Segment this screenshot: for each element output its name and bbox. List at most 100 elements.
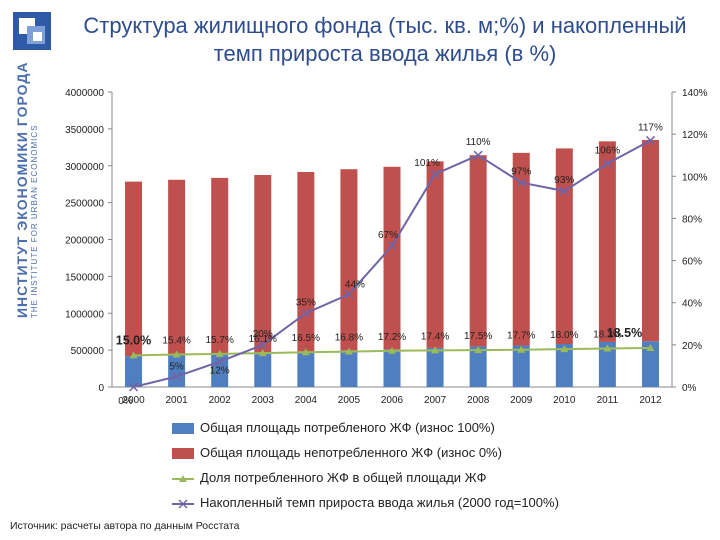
marker-growth-stroke xyxy=(258,340,268,350)
marker-share xyxy=(646,344,655,352)
marker-growth-stroke xyxy=(215,357,225,367)
legend-key-notworn xyxy=(172,448,194,459)
y-tick-label-right: 120% xyxy=(682,130,708,141)
x-tick-label: 2006 xyxy=(381,395,404,406)
chart-area: 0 500000 1000000 1500000 2000000 2500000 30000… xyxy=(65,88,708,407)
bar-notworn xyxy=(555,148,573,345)
bar-notworn xyxy=(512,152,530,346)
x-tick-label: 2005 xyxy=(338,395,361,406)
bar-notworn xyxy=(598,141,616,342)
legend-key-worn xyxy=(172,423,194,434)
marker-growth xyxy=(172,371,182,381)
bar-notworn xyxy=(383,166,401,350)
y-tick-label-right: 0% xyxy=(682,383,697,394)
legend-item-notworn: Общая площадь непотребленного ЖФ (износ … xyxy=(172,443,559,468)
marker-growth xyxy=(516,178,526,188)
bar-worn xyxy=(340,350,358,387)
marker-share xyxy=(258,349,267,357)
data-label-share: 18.3% xyxy=(593,329,621,340)
marker-share xyxy=(129,351,138,359)
data-label-growth: 5% xyxy=(169,361,184,372)
bar-worn xyxy=(254,353,272,387)
y-tick-label-left: 500000 xyxy=(71,346,105,357)
data-label-share: 17.2% xyxy=(378,332,406,343)
bar-worn xyxy=(125,356,143,387)
chart-legend: Общая площадь потребленого ЖФ (износ 100… xyxy=(172,418,559,518)
bar-notworn xyxy=(125,181,143,357)
bar-worn xyxy=(297,351,315,387)
y-tick-label-left: 3000000 xyxy=(65,162,104,173)
data-label-growth: 101% xyxy=(414,158,440,169)
data-label-growth: 97% xyxy=(511,167,531,178)
data-label-share: 15.0% xyxy=(116,333,151,347)
marker-growth xyxy=(387,241,397,251)
x-tick-label: 2007 xyxy=(424,395,447,406)
bar-worn xyxy=(641,341,659,387)
bar-worn xyxy=(383,349,401,387)
x-tick-label: 2012 xyxy=(639,395,662,406)
x-tick-label: 2010 xyxy=(553,395,576,406)
source-note: Источник: расчеты автора по данным Росст… xyxy=(10,520,240,532)
x-tick-label: 2000 xyxy=(122,395,145,406)
institute-logo xyxy=(13,12,51,50)
y-tick-label-right: 40% xyxy=(682,299,702,310)
y-tick-label-left: 1500000 xyxy=(65,272,104,283)
marker-growth-stroke xyxy=(516,178,526,188)
marker-share xyxy=(388,346,396,354)
chart-title: Структура жилищного фонда (тыс. кв. м;%)… xyxy=(83,13,687,66)
bar-worn xyxy=(555,344,573,387)
bar-worn xyxy=(168,355,186,387)
legend-label-share: Доля потребленного ЖФ в общей площади ЖФ xyxy=(200,470,487,485)
marker-growth-stroke xyxy=(172,371,182,381)
data-label-growth: 93% xyxy=(554,175,574,186)
bar-worn xyxy=(469,346,487,387)
bar-notworn xyxy=(297,171,315,352)
marker-share xyxy=(474,346,483,354)
marker-growth xyxy=(258,340,268,350)
marker-share xyxy=(301,348,310,356)
marker-share xyxy=(560,345,569,353)
y-tick-label-left: 3500000 xyxy=(65,125,104,136)
y-tick-label-left: 1000000 xyxy=(65,309,104,320)
legend-label-worn: Общая площадь потребленого ЖФ (износ 100… xyxy=(200,420,495,435)
data-label-growth: 117% xyxy=(638,122,663,133)
legend-item-worn: Общая площадь потребленого ЖФ (износ 100… xyxy=(172,418,559,443)
bar-notworn xyxy=(254,174,272,354)
data-label-share: 16.5% xyxy=(292,333,320,344)
legend-label-notworn: Общая площадь непотребленного ЖФ (износ … xyxy=(200,445,502,460)
legend-key-share-marker xyxy=(179,475,187,482)
bar-notworn xyxy=(340,169,358,351)
marker-growth xyxy=(301,308,311,318)
data-label-share: 17.4% xyxy=(421,331,449,342)
y-tick-label-left: 0 xyxy=(98,383,104,394)
x-tick-label: 2001 xyxy=(165,395,188,406)
y-tick-label-right: 140% xyxy=(682,88,708,99)
marker-growth xyxy=(559,186,569,196)
data-label-growth: 44% xyxy=(345,279,365,290)
data-label-growth: 110% xyxy=(466,137,491,148)
data-label-share: 16.1% xyxy=(249,334,277,345)
marker-growth xyxy=(344,289,354,299)
marker-share xyxy=(517,345,526,353)
data-label-growth: 35% xyxy=(296,297,316,308)
y-tick-label-right: 60% xyxy=(682,257,702,268)
data-label-growth: 67% xyxy=(378,230,398,241)
marker-growth-stroke xyxy=(602,159,612,169)
marker-growth-stroke xyxy=(129,382,139,392)
marker-growth-stroke xyxy=(645,135,655,145)
legend-key-growth xyxy=(172,499,194,509)
marker-growth xyxy=(215,357,225,367)
bar-worn xyxy=(512,345,530,387)
legend-item-growth: Накопленный темп прироста ввода жилья (2… xyxy=(172,493,559,518)
marker-growth xyxy=(473,150,483,160)
y-tick-label-right: 20% xyxy=(682,341,702,352)
x-tick-label: 2009 xyxy=(510,395,533,406)
data-label-share: 17.5% xyxy=(464,331,492,342)
x-tick-label: 2008 xyxy=(467,395,490,406)
data-label-growth: 12% xyxy=(210,366,230,377)
marker-growth xyxy=(430,169,440,179)
x-tick-label: 2003 xyxy=(252,395,275,406)
marker-growth xyxy=(129,382,139,392)
data-label-share: 18.5% xyxy=(607,326,642,340)
marker-share xyxy=(344,347,353,355)
